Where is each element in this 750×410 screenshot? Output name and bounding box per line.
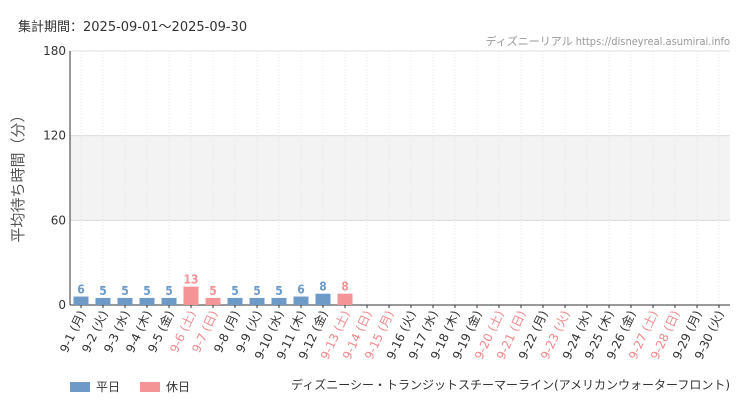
y-axis-label-text: 平均待ち時間（分） (9, 107, 27, 242)
bar (227, 297, 243, 305)
bar-value-label: 5 (231, 284, 239, 298)
bar (139, 297, 155, 305)
legend-holiday[interactable]: 休日 (140, 378, 190, 395)
bar-value-label: 13 (183, 273, 198, 287)
y-axis-label: 平均待ち時間（分） (9, 107, 27, 242)
bar-value-label: 5 (165, 284, 173, 298)
y-tick-label: 0 (58, 298, 66, 312)
bar-value-label: 5 (99, 284, 107, 298)
bar-value-label: 6 (77, 283, 85, 297)
attraction-name: ディズニーシー・トランジットスチーマーライン(アメリカンウォーターフロント) (291, 378, 730, 392)
bar-value-label: 5 (275, 284, 283, 298)
bar-value-label: 8 (341, 280, 349, 294)
holiday-swatch (140, 381, 161, 392)
legend: 平日 休日 (70, 378, 210, 395)
bar (161, 297, 177, 305)
grid-band (70, 135, 730, 221)
legend-weekday[interactable]: 平日 (70, 378, 120, 395)
bar-value-label: 8 (319, 280, 327, 294)
bar (117, 297, 133, 305)
legend-holiday-label: 休日 (166, 380, 191, 394)
period-label: 集計期間：2025-09-01～2025-09-30 (18, 20, 248, 35)
bar-value-label: 5 (209, 284, 217, 298)
bar (337, 293, 353, 305)
bar (95, 297, 111, 305)
bar (315, 293, 331, 305)
bar (183, 286, 199, 305)
bar-value-label: 6 (297, 283, 305, 297)
bar (293, 296, 309, 305)
bar (73, 296, 89, 305)
weekday-swatch (70, 381, 90, 392)
y-tick-label: 120 (43, 129, 66, 143)
bar-value-label: 5 (121, 284, 129, 298)
bar-value-label: 5 (253, 284, 261, 298)
legend-weekday-label: 平日 (96, 380, 121, 394)
y-tick-label: 180 (43, 44, 66, 58)
bar-value-label: 5 (143, 284, 151, 298)
bar (249, 297, 265, 305)
source-label: ディズニーリアル https://disneyreal.asumirai.inf… (485, 35, 730, 48)
bar (271, 297, 287, 305)
bar (205, 297, 221, 305)
y-tick-label: 60 (51, 213, 66, 227)
